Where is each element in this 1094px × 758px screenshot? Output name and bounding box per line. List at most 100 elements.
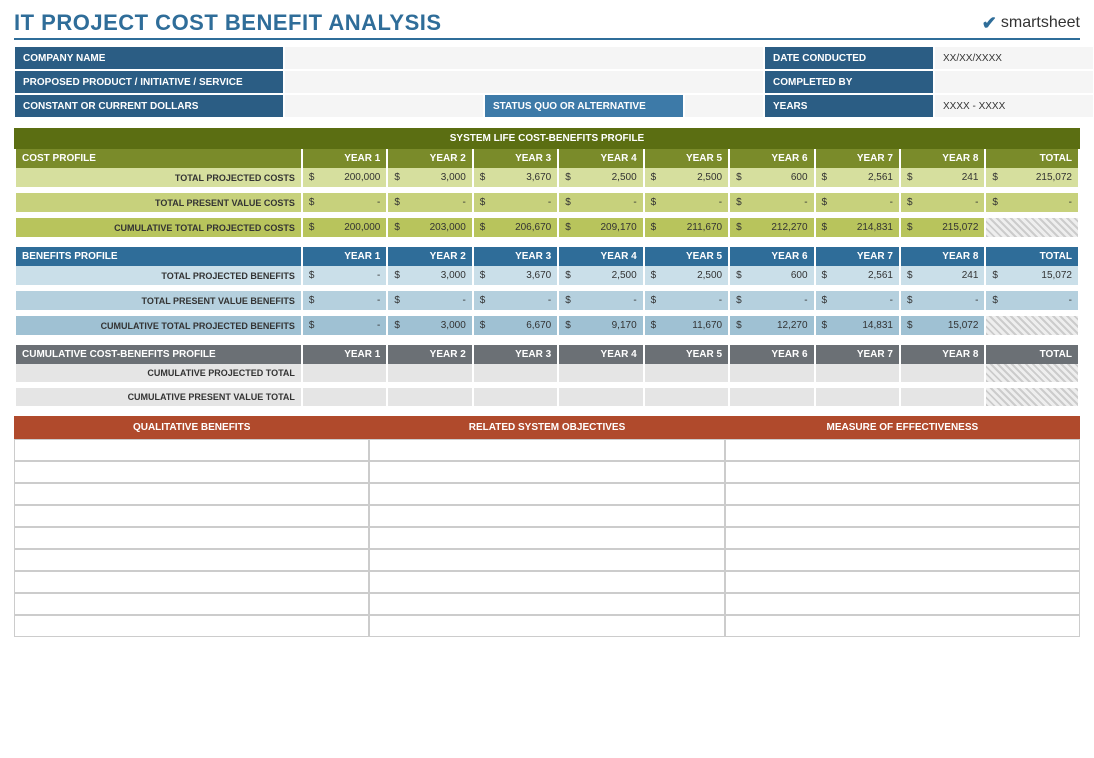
amount-cell[interactable]: $6,670 (474, 316, 557, 335)
amount-cell[interactable]: $3,000 (388, 316, 471, 335)
amount-cell[interactable]: $203,000 (388, 218, 471, 237)
amount-cell[interactable]: $- (816, 291, 899, 310)
amount-cell[interactable]: $- (303, 316, 386, 335)
total-cell[interactable]: $215,072 (986, 168, 1078, 187)
amount-cell[interactable]: $3,000 (388, 168, 471, 187)
amount-cell[interactable] (559, 364, 642, 382)
amount-cell[interactable]: $- (645, 193, 728, 212)
amount-cell[interactable]: $9,170 (559, 316, 642, 335)
amount-cell[interactable]: $3,000 (388, 266, 471, 285)
amount-cell[interactable]: $2,500 (645, 168, 728, 187)
amount-cell[interactable] (645, 364, 728, 382)
qualitative-cell[interactable] (725, 615, 1080, 637)
qualitative-cell[interactable] (369, 505, 724, 527)
amount-cell[interactable]: $- (730, 291, 813, 310)
amount-cell[interactable]: $2,561 (816, 168, 899, 187)
date-value[interactable]: XX/XX/XXXX (934, 46, 1094, 70)
qualitative-cell[interactable] (14, 593, 369, 615)
amount-cell[interactable]: $2,500 (559, 266, 642, 285)
qualitative-cell[interactable] (369, 483, 724, 505)
total-cell[interactable]: $- (986, 193, 1078, 212)
amount-cell[interactable] (901, 388, 984, 406)
amount-cell[interactable]: $212,270 (730, 218, 813, 237)
amount-cell[interactable]: $11,670 (645, 316, 728, 335)
amount-cell[interactable]: $- (303, 266, 386, 285)
qualitative-cell[interactable] (369, 571, 724, 593)
qualitative-cell[interactable] (369, 549, 724, 571)
qualitative-cell[interactable] (14, 615, 369, 637)
amount-cell[interactable]: $- (388, 291, 471, 310)
total-cell[interactable] (986, 388, 1078, 406)
amount-cell[interactable]: $209,170 (559, 218, 642, 237)
status-value[interactable] (684, 94, 764, 118)
amount-cell[interactable]: $- (303, 291, 386, 310)
amount-cell[interactable]: $200,000 (303, 218, 386, 237)
amount-cell[interactable] (303, 364, 386, 382)
amount-cell[interactable]: $- (559, 193, 642, 212)
qualitative-cell[interactable] (369, 439, 724, 461)
amount-cell[interactable]: $206,670 (474, 218, 557, 237)
qualitative-cell[interactable] (14, 527, 369, 549)
amount-cell[interactable]: $200,000 (303, 168, 386, 187)
amount-cell[interactable]: $12,270 (730, 316, 813, 335)
constant-value[interactable] (284, 94, 484, 118)
amount-cell[interactable]: $214,831 (816, 218, 899, 237)
amount-cell[interactable]: $600 (730, 266, 813, 285)
amount-cell[interactable] (816, 364, 899, 382)
amount-cell[interactable]: $2,561 (816, 266, 899, 285)
qualitative-cell[interactable] (725, 527, 1080, 549)
amount-cell[interactable] (816, 388, 899, 406)
amount-cell[interactable]: $- (474, 291, 557, 310)
amount-cell[interactable] (645, 388, 728, 406)
qualitative-cell[interactable] (14, 505, 369, 527)
amount-cell[interactable]: $15,072 (901, 316, 984, 335)
amount-cell[interactable] (559, 388, 642, 406)
qualitative-cell[interactable] (725, 593, 1080, 615)
amount-cell[interactable]: $- (816, 193, 899, 212)
amount-cell[interactable] (474, 364, 557, 382)
amount-cell[interactable]: $- (474, 193, 557, 212)
amount-cell[interactable] (388, 364, 471, 382)
qualitative-cell[interactable] (14, 439, 369, 461)
amount-cell[interactable]: $14,831 (816, 316, 899, 335)
amount-cell[interactable]: $2,500 (645, 266, 728, 285)
qualitative-cell[interactable] (369, 593, 724, 615)
amount-cell[interactable]: $241 (901, 168, 984, 187)
amount-cell[interactable]: $215,072 (901, 218, 984, 237)
amount-cell[interactable] (303, 388, 386, 406)
amount-cell[interactable]: $- (303, 193, 386, 212)
qualitative-cell[interactable] (14, 571, 369, 593)
amount-cell[interactable]: $- (645, 291, 728, 310)
amount-cell[interactable]: $- (730, 193, 813, 212)
amount-cell[interactable] (901, 364, 984, 382)
amount-cell[interactable]: $211,670 (645, 218, 728, 237)
years-value[interactable]: XXXX - XXXX (934, 94, 1094, 118)
qualitative-cell[interactable] (14, 549, 369, 571)
qualitative-cell[interactable] (369, 527, 724, 549)
qualitative-cell[interactable] (725, 571, 1080, 593)
amount-cell[interactable] (388, 388, 471, 406)
qualitative-cell[interactable] (725, 549, 1080, 571)
amount-cell[interactable]: $600 (730, 168, 813, 187)
qualitative-cell[interactable] (725, 505, 1080, 527)
total-cell[interactable] (986, 364, 1078, 382)
qualitative-cell[interactable] (725, 439, 1080, 461)
company-value[interactable] (284, 46, 764, 70)
amount-cell[interactable]: $2,500 (559, 168, 642, 187)
qualitative-cell[interactable] (725, 483, 1080, 505)
qualitative-cell[interactable] (369, 615, 724, 637)
amount-cell[interactable]: $3,670 (474, 266, 557, 285)
total-cell[interactable]: $- (986, 291, 1078, 310)
amount-cell[interactable] (730, 388, 813, 406)
qualitative-cell[interactable] (369, 461, 724, 483)
completed-value[interactable] (934, 70, 1094, 94)
qualitative-cell[interactable] (14, 461, 369, 483)
total-cell[interactable]: $15,072 (986, 266, 1078, 285)
amount-cell[interactable]: $- (388, 193, 471, 212)
amount-cell[interactable]: $241 (901, 266, 984, 285)
amount-cell[interactable]: $- (901, 291, 984, 310)
qualitative-cell[interactable] (725, 461, 1080, 483)
proposed-value[interactable] (284, 70, 764, 94)
total-cell[interactable] (986, 218, 1078, 237)
amount-cell[interactable]: $- (559, 291, 642, 310)
